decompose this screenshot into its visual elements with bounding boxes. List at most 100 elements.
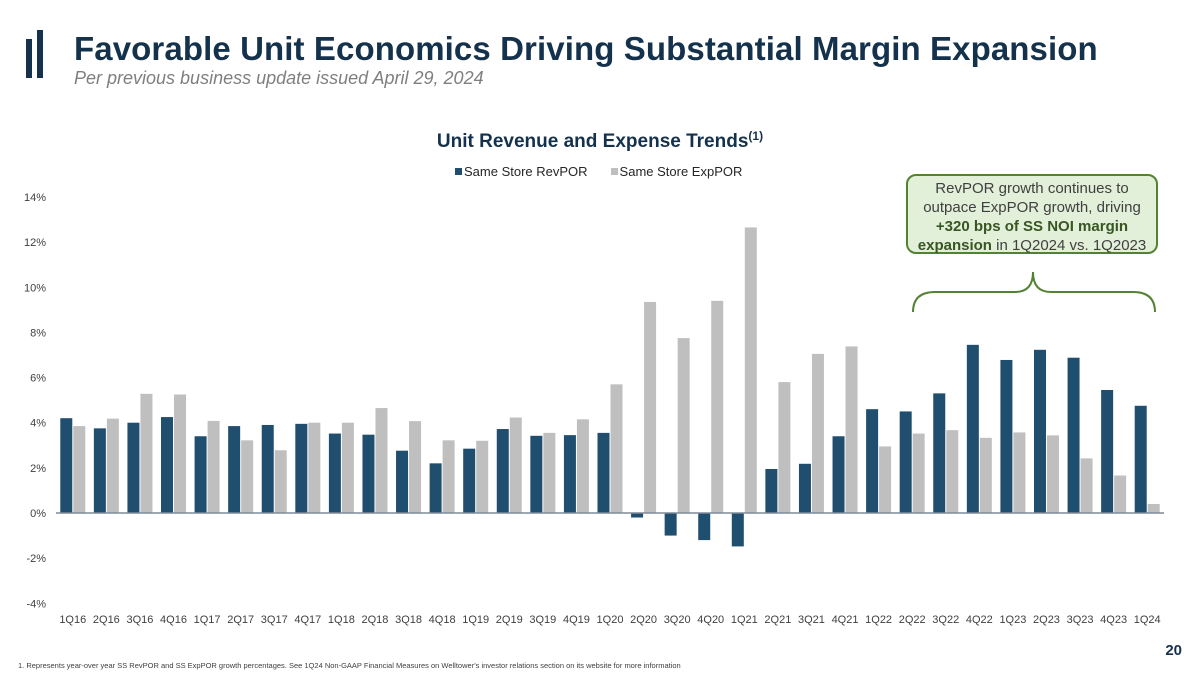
- bar-exppor: [241, 440, 254, 513]
- x-tick-label: 4Q22: [966, 614, 993, 626]
- bar-revpor: [597, 432, 610, 513]
- x-tick-label: 3Q19: [529, 614, 556, 626]
- legend-item-revpor: Same Store RevPOR: [455, 164, 588, 179]
- x-tick-label: 3Q18: [395, 614, 422, 626]
- x-tick-label: 1Q23: [999, 614, 1026, 626]
- bar-revpor: [933, 393, 946, 513]
- bar-revpor: [899, 411, 912, 513]
- x-tick-label: 1Q20: [597, 614, 624, 626]
- x-tick-label: 2Q19: [496, 614, 523, 626]
- x-tick-label: 1Q17: [194, 614, 221, 626]
- x-tick-label: 2Q21: [764, 614, 791, 626]
- x-tick-label: 3Q20: [664, 614, 691, 626]
- bar-revpor: [1067, 357, 1080, 513]
- y-tick-label: 10%: [24, 282, 46, 294]
- bar-exppor: [1013, 432, 1026, 513]
- x-tick-label: 1Q22: [865, 614, 892, 626]
- callout-line-2: outpace ExpPOR growth, driving: [923, 199, 1141, 216]
- x-tick-label: 4Q20: [697, 614, 724, 626]
- x-tick-label: 3Q16: [126, 614, 153, 626]
- bars-group: [60, 227, 1160, 547]
- bar-revpor: [228, 426, 241, 513]
- bar-exppor: [207, 420, 220, 513]
- bar-exppor: [1147, 503, 1160, 513]
- chart-title: Unit Revenue and Expense Trends(1): [0, 129, 1200, 153]
- bar-exppor: [677, 338, 690, 513]
- bar-exppor: [610, 384, 623, 513]
- bar-exppor: [811, 353, 824, 513]
- x-tick-label: 4Q19: [563, 614, 590, 626]
- bar-revpor: [161, 417, 174, 513]
- x-tick-label: 2Q22: [899, 614, 926, 626]
- x-tick-label: 3Q17: [261, 614, 288, 626]
- page-subtitle: Per previous business update issued Apri…: [74, 68, 484, 88]
- callout-highlight-2: expansion: [917, 237, 992, 254]
- company-logo-icon: [26, 30, 44, 78]
- x-tick-label: 1Q24: [1134, 614, 1161, 626]
- bar-revpor: [127, 422, 140, 513]
- bar-exppor: [442, 440, 455, 513]
- bar-revpor: [832, 436, 845, 513]
- bar-revpor: [664, 513, 677, 536]
- x-tick-label: 1Q18: [328, 614, 355, 626]
- bar-revpor: [798, 463, 811, 513]
- x-tick-label: 2Q18: [362, 614, 389, 626]
- y-tick-label: 6%: [30, 373, 46, 385]
- bar-revpor: [731, 513, 744, 547]
- bar-revpor: [765, 468, 778, 513]
- bar-exppor: [106, 418, 119, 513]
- bar-revpor: [866, 409, 879, 513]
- x-tick-label: 2Q20: [630, 614, 657, 626]
- bar-revpor: [261, 424, 274, 513]
- bar-revpor: [396, 450, 409, 513]
- callout-line-4-tail: in 1Q2024 vs. 1Q2023: [991, 237, 1147, 254]
- bar-exppor: [308, 422, 321, 513]
- callout-box: RevPOR growth continues to outpace ExpPO…: [906, 174, 1158, 254]
- x-tick-label: 4Q18: [429, 614, 456, 626]
- chart-title-footnote-ref: (1): [748, 129, 764, 143]
- bar-revpor: [93, 428, 106, 513]
- bar-exppor: [912, 433, 925, 513]
- legend-label-exppor: Same Store ExpPOR: [619, 164, 743, 179]
- bar-exppor: [140, 393, 153, 513]
- callout-line-1: RevPOR growth continues to: [935, 180, 1129, 197]
- bar-exppor: [1114, 475, 1127, 513]
- bar-exppor: [711, 300, 724, 513]
- bar-revpor: [530, 435, 543, 513]
- legend-item-exppor: Same Store ExpPOR: [610, 164, 743, 179]
- curly-brace-icon: [912, 271, 1156, 313]
- bar-revpor: [194, 436, 207, 513]
- bar-revpor: [1134, 405, 1147, 513]
- bar-exppor: [543, 432, 556, 513]
- bar-exppor: [979, 437, 992, 513]
- page-title: Favorable Unit Economics Driving Substan…: [74, 30, 1098, 67]
- bar-exppor: [778, 382, 791, 513]
- x-tick-label: 3Q23: [1067, 614, 1094, 626]
- y-tick-label: 4%: [30, 418, 46, 430]
- page-number: 20: [1165, 642, 1182, 659]
- bar-exppor: [845, 346, 858, 513]
- bar-exppor: [274, 450, 287, 513]
- x-tick-label: 1Q19: [462, 614, 489, 626]
- x-tick-label: 2Q16: [93, 614, 120, 626]
- bar-exppor: [946, 430, 959, 513]
- y-tick-label: 2%: [30, 463, 46, 475]
- bar-revpor: [698, 513, 711, 541]
- bar-revpor: [563, 435, 576, 513]
- bar-revpor: [1033, 349, 1046, 513]
- chart-legend: Same Store RevPOR Same Store ExpPOR: [455, 164, 765, 179]
- bar-exppor: [341, 422, 354, 513]
- bar-revpor: [463, 448, 476, 513]
- x-tick-label: 3Q21: [798, 614, 825, 626]
- x-tick-label: 4Q21: [832, 614, 859, 626]
- bar-revpor: [295, 423, 308, 513]
- legend-swatch-exppor: [610, 168, 618, 175]
- x-tick-label: 4Q17: [294, 614, 321, 626]
- x-tick-label: 4Q23: [1100, 614, 1127, 626]
- logo-bar-short: [26, 39, 32, 78]
- bar-exppor: [744, 227, 757, 513]
- bar-revpor: [496, 429, 509, 513]
- bar-exppor: [73, 426, 86, 513]
- bar-exppor: [1080, 458, 1093, 513]
- y-tick-label: -2%: [26, 553, 46, 565]
